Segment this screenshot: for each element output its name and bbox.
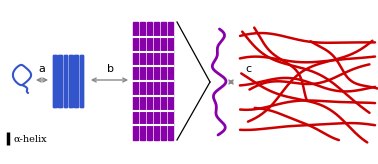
Bar <box>133 22 138 140</box>
Bar <box>58 55 62 107</box>
Bar <box>53 55 57 107</box>
Bar <box>161 22 166 140</box>
Bar <box>147 22 152 140</box>
Bar <box>168 22 173 140</box>
Bar <box>69 55 73 107</box>
Bar <box>80 55 83 107</box>
Bar <box>133 22 175 140</box>
Bar <box>74 55 78 107</box>
Bar <box>140 22 145 140</box>
Bar <box>74 55 78 107</box>
Bar <box>80 55 83 107</box>
Bar <box>154 22 159 140</box>
Text: α-helix: α-helix <box>13 134 46 144</box>
Bar <box>58 55 62 107</box>
Text: c: c <box>245 64 251 74</box>
Text: b: b <box>107 64 113 74</box>
Bar <box>64 55 67 107</box>
Bar <box>53 55 56 107</box>
Bar <box>64 55 67 107</box>
Text: a: a <box>39 64 45 74</box>
Bar <box>69 55 73 107</box>
Bar <box>53 55 85 107</box>
